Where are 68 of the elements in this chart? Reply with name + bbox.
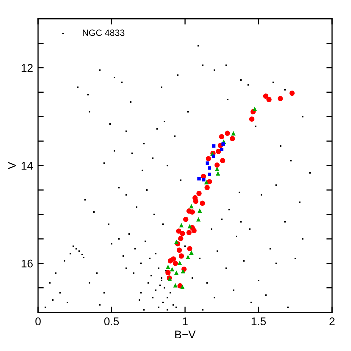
point — [263, 94, 269, 99]
point — [186, 255, 190, 260]
point — [216, 171, 220, 176]
point — [208, 172, 212, 176]
point — [178, 260, 182, 266]
x-tick-label: 1 — [183, 318, 188, 326]
point — [208, 166, 212, 170]
point — [180, 231, 186, 236]
point — [266, 97, 272, 102]
point — [173, 261, 178, 266]
point — [174, 240, 179, 244]
point — [179, 254, 184, 259]
y-tick-label: 16 — [22, 260, 33, 268]
point — [230, 136, 236, 142]
point — [215, 167, 220, 172]
point — [225, 130, 230, 136]
point — [179, 223, 184, 228]
point — [201, 174, 206, 180]
x-tick-label: 0 — [36, 318, 41, 326]
y-axis-title: V — [8, 162, 16, 170]
x-tick-label: 2 — [330, 318, 335, 326]
point — [192, 228, 197, 234]
point — [212, 154, 216, 158]
point — [196, 217, 201, 222]
point — [206, 162, 210, 166]
point — [231, 131, 236, 136]
point — [204, 180, 209, 185]
point — [186, 230, 192, 236]
point — [190, 210, 196, 215]
point — [189, 250, 194, 256]
point — [198, 208, 202, 213]
point — [206, 156, 212, 162]
x-tick-label: 1.5 — [252, 318, 266, 326]
point — [212, 144, 216, 148]
point — [174, 270, 179, 276]
point — [183, 216, 189, 222]
point — [178, 236, 184, 242]
x-axis-title: B−V — [176, 330, 196, 339]
point — [204, 185, 210, 190]
point — [220, 158, 226, 164]
point — [222, 142, 226, 146]
point — [249, 116, 255, 122]
point — [252, 106, 258, 112]
point — [173, 283, 178, 288]
point — [188, 224, 192, 229]
point — [166, 270, 171, 276]
point — [219, 134, 224, 140]
point — [176, 228, 182, 234]
point — [214, 162, 220, 168]
point — [181, 269, 186, 274]
point — [171, 256, 176, 262]
annotation: NGC 4833 — [83, 30, 125, 36]
point — [176, 248, 182, 253]
point — [196, 191, 202, 196]
point — [220, 148, 224, 152]
point — [187, 246, 193, 252]
point — [198, 177, 201, 181]
point — [189, 204, 194, 209]
y-tick-label: 14 — [22, 162, 34, 170]
point — [170, 267, 175, 272]
point — [200, 200, 206, 206]
x-tick-label: 0.5 — [104, 318, 120, 326]
point — [180, 284, 185, 290]
point — [290, 90, 295, 96]
point — [278, 96, 284, 102]
point — [207, 179, 212, 185]
y-tick-label: 12 — [22, 64, 33, 72]
point — [193, 198, 199, 204]
